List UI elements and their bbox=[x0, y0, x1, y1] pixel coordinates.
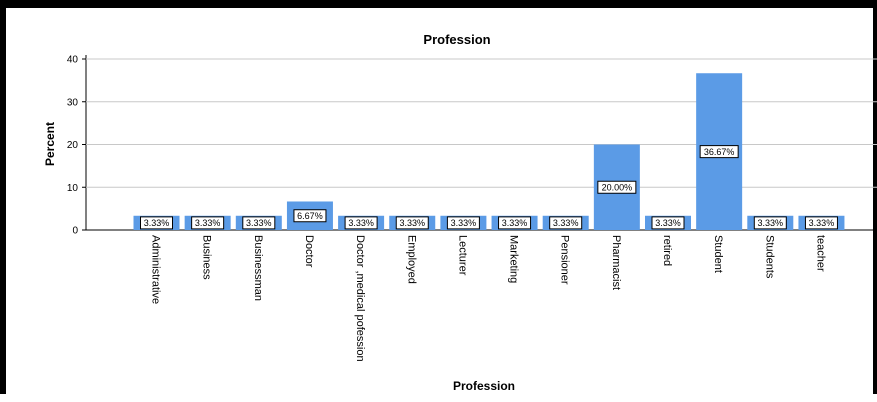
x-tick-label: Pensioner bbox=[559, 235, 571, 285]
bar-chart: Profession Percent Profession 010203040 … bbox=[43, 32, 877, 393]
data-label: 3.33% bbox=[195, 218, 221, 228]
data-label-box bbox=[651, 216, 685, 230]
data-label: 20.00% bbox=[602, 182, 633, 192]
y-tick-label: 10 bbox=[67, 183, 79, 194]
x-tick-label: retired bbox=[661, 235, 673, 266]
x-tick-label: Student bbox=[712, 235, 724, 273]
x-tick-label: Doctor ,medical pofession bbox=[354, 235, 366, 362]
y-tick-label: 30 bbox=[67, 97, 79, 108]
data-label-box bbox=[446, 216, 480, 230]
x-tick-label: Administrative bbox=[150, 235, 162, 304]
data-label-box bbox=[549, 216, 583, 230]
data-label: 36.67% bbox=[704, 147, 735, 157]
y-axis-label: Percent bbox=[43, 122, 57, 166]
x-tick-label: teacher bbox=[814, 235, 826, 272]
data-label-box bbox=[140, 216, 173, 230]
data-label-box bbox=[191, 216, 225, 230]
data-label-box bbox=[242, 216, 276, 230]
data-label: 3.33% bbox=[553, 218, 579, 228]
data-label: 3.33% bbox=[655, 218, 681, 228]
gridlines: 0 10 20 30 40 bbox=[67, 55, 877, 237]
data-label: 3.33% bbox=[348, 218, 374, 228]
x-tick-label: Business bbox=[201, 235, 213, 280]
x-tick-label: Lecturer bbox=[456, 235, 468, 276]
data-label: 3.33% bbox=[809, 218, 835, 228]
data-label-box bbox=[699, 145, 739, 159]
x-axis-label: Profession bbox=[453, 379, 515, 393]
y-tick-label: 40 bbox=[67, 55, 79, 66]
data-label-box bbox=[804, 216, 838, 230]
data-label-box bbox=[597, 180, 637, 194]
data-label-box bbox=[753, 216, 787, 230]
data-label-box bbox=[498, 216, 532, 230]
x-tick-label: Doctor bbox=[303, 235, 315, 268]
data-label-box bbox=[293, 209, 327, 223]
data-label: 3.33% bbox=[144, 218, 170, 228]
y-tick-label: 20 bbox=[67, 140, 79, 151]
x-tick-label: Pharmacist bbox=[610, 235, 622, 290]
x-tick-label: Employed bbox=[405, 235, 417, 284]
data-label: 3.33% bbox=[246, 218, 272, 228]
data-label: 3.33% bbox=[451, 218, 477, 228]
data-label-box bbox=[344, 216, 378, 230]
x-tick-label: Marketing bbox=[508, 235, 520, 283]
data-label: 3.33% bbox=[502, 218, 528, 228]
data-label: 3.33% bbox=[758, 218, 784, 228]
chart-title: Profession bbox=[423, 32, 490, 47]
x-tick-label: Students bbox=[763, 235, 775, 279]
data-label: 3.33% bbox=[399, 218, 425, 228]
data-label-box bbox=[395, 216, 429, 230]
data-labels: 3.33% 3.33% 3.33% 6.67% 3.33% 3.33% 3.33% 3.33%… bbox=[140, 145, 838, 230]
y-tick-label: 0 bbox=[72, 226, 78, 237]
category-labels: Administrative Business Businessman Doctor D… bbox=[150, 235, 827, 362]
data-label: 6.67% bbox=[297, 211, 323, 221]
x-tick-label: Businessman bbox=[252, 235, 264, 301]
